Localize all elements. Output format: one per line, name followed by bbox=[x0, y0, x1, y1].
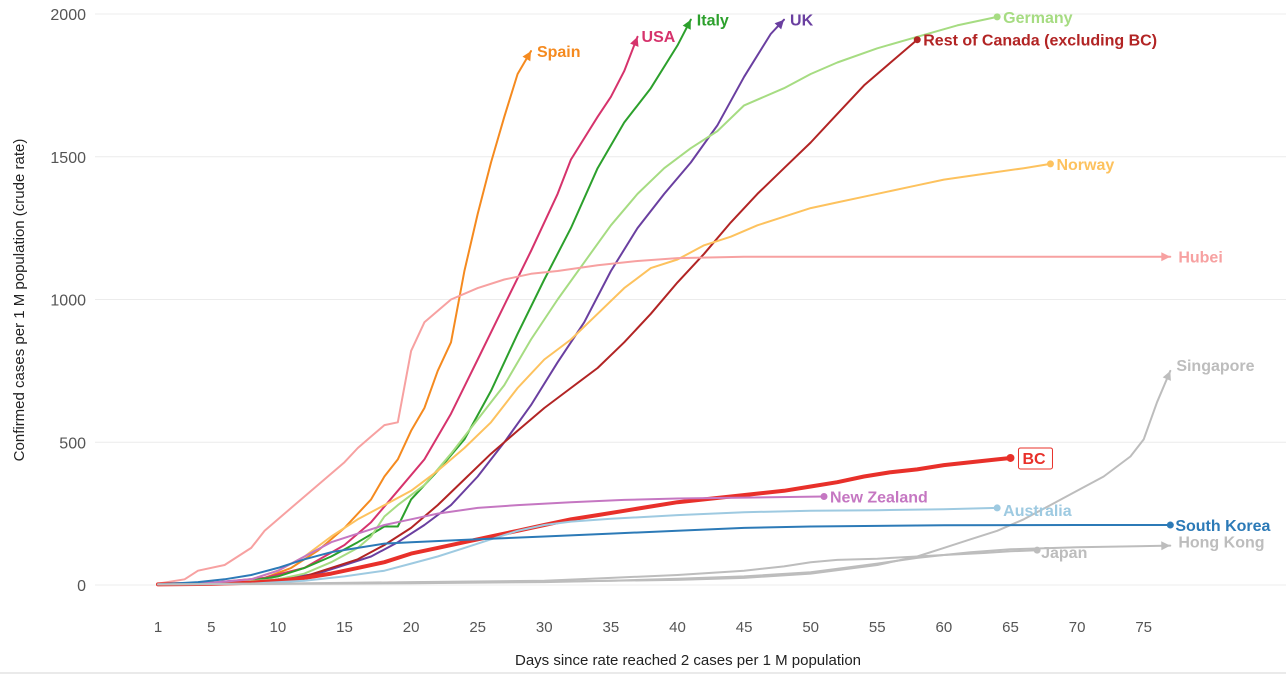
gridlines bbox=[95, 13, 1286, 586]
x-tick-label: 60 bbox=[936, 619, 953, 636]
end-marker-australia bbox=[993, 504, 1001, 512]
end-marker-japan bbox=[1033, 546, 1041, 554]
series-line-spain bbox=[157, 50, 532, 586]
end-marker-norway bbox=[1046, 160, 1054, 168]
series-label-germany: Germany bbox=[1003, 10, 1072, 27]
end-marker-bc bbox=[1006, 453, 1015, 462]
series-labels: Spain USA Italy UK Germany Rest of Canada (ex… bbox=[537, 10, 1271, 562]
end-arrow-uk bbox=[774, 19, 784, 30]
x-tick-label: 65 bbox=[1002, 619, 1019, 636]
end-marker-new-zealand bbox=[820, 492, 828, 500]
series-label-norway: Norway bbox=[1056, 157, 1114, 174]
x-tick-label: 40 bbox=[669, 619, 686, 636]
x-tick-label: 30 bbox=[536, 619, 553, 636]
x-axis-title: Days since rate reached 2 cases per 1 M … bbox=[515, 652, 861, 669]
x-tick-label: 55 bbox=[869, 619, 886, 636]
end-arrow-hong-kong bbox=[1161, 541, 1171, 551]
x-tick-label: 45 bbox=[736, 619, 753, 636]
y-tick-label: 0 bbox=[77, 578, 86, 595]
y-tick-label: 500 bbox=[59, 435, 86, 452]
series-line-australia bbox=[157, 506, 999, 586]
series-line-uk bbox=[157, 18, 785, 586]
series-line-japan bbox=[157, 549, 1039, 586]
series-label-bc: BC bbox=[1022, 451, 1046, 468]
series-label-italy: Italy bbox=[697, 13, 729, 30]
x-tick-label: 35 bbox=[603, 619, 620, 636]
end-arrow-spain bbox=[522, 51, 531, 62]
y-tick-label: 1500 bbox=[50, 150, 86, 167]
y-tick-label: 1000 bbox=[50, 293, 86, 310]
series-label-usa: USA bbox=[642, 29, 676, 46]
series-label-spain: Spain bbox=[537, 44, 581, 61]
x-tick-label: 50 bbox=[802, 619, 819, 636]
series-line-new-zealand bbox=[157, 495, 825, 586]
y-tick-label: 2000 bbox=[50, 7, 86, 24]
series-label-rest-of-canada-excluding-bc: Rest of Canada (excluding BC) bbox=[923, 33, 1157, 50]
x-tick-label: 75 bbox=[1135, 619, 1152, 636]
x-tick-label: 25 bbox=[469, 619, 486, 636]
end-arrow-singapore bbox=[1162, 370, 1171, 381]
y-axis-title: Confirmed cases per 1 M population (crud… bbox=[11, 139, 28, 462]
end-arrow-italy bbox=[682, 19, 691, 30]
x-tick-label: 70 bbox=[1069, 619, 1086, 636]
x-tick-label: 5 bbox=[207, 619, 215, 636]
x-tick-label: 15 bbox=[336, 619, 353, 636]
bc-label-box bbox=[1017, 447, 1053, 470]
series-line-hong-kong bbox=[157, 544, 1172, 586]
end-marker-south-korea bbox=[1166, 521, 1174, 529]
x-tick-label: 1 bbox=[154, 619, 162, 636]
series-line-hubei bbox=[157, 255, 1172, 585]
series-label-uk: UK bbox=[790, 13, 814, 30]
series-line-norway bbox=[157, 162, 1052, 586]
series-label-hong-kong: Hong Kong bbox=[1178, 535, 1264, 552]
series-line-rest-of-canada-excluding-bc bbox=[157, 38, 919, 586]
series-lines bbox=[156, 13, 1174, 587]
end-marker-rest-of-canada-excluding-bc bbox=[913, 36, 921, 44]
series-label-south-korea: South Korea bbox=[1175, 518, 1270, 535]
series-line-south-korea bbox=[157, 524, 1172, 586]
end-arrow-hubei bbox=[1161, 252, 1171, 262]
end-arrow-usa bbox=[630, 36, 639, 47]
series-label-new-zealand: New Zealand bbox=[830, 489, 928, 506]
end-marker-germany bbox=[993, 13, 1001, 21]
series-line-germany bbox=[157, 15, 999, 586]
series-line-bc bbox=[156, 456, 1013, 587]
series-label-hubei: Hubei bbox=[1178, 250, 1222, 267]
series-label-japan: Japan bbox=[1041, 545, 1087, 562]
x-tick-label: 20 bbox=[403, 619, 420, 636]
series-label-australia: Australia bbox=[1003, 503, 1072, 520]
series-label-singapore: Singapore bbox=[1176, 358, 1254, 375]
x-tick-label: 10 bbox=[270, 619, 287, 636]
